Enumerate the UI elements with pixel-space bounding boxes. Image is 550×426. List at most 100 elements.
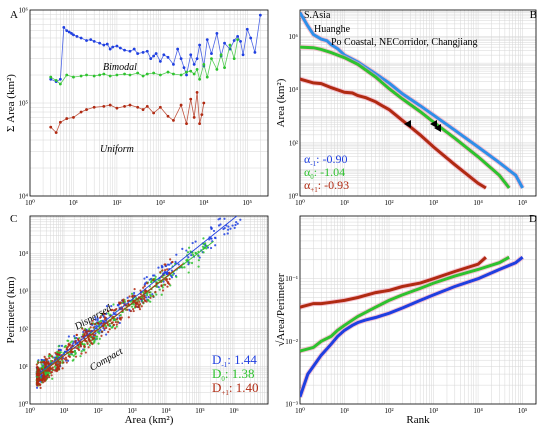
plot-frame — [299, 215, 537, 405]
scatter-point-red — [168, 271, 171, 274]
scatter-point-red — [115, 307, 118, 311]
scatter-point-red — [90, 342, 93, 345]
data-point-green — [85, 73, 88, 77]
data-point-blue — [245, 27, 249, 31]
scatter-point-blue — [210, 227, 213, 230]
data-point-blue — [215, 32, 219, 35]
scatter-point-red — [76, 337, 80, 341]
data-point-blue — [154, 52, 158, 55]
scatter-point-red — [56, 369, 59, 372]
x-tick-label: 10⁰ — [295, 199, 305, 207]
data-point-red — [128, 103, 132, 107]
scatter-point-red — [145, 300, 148, 303]
scatter-point-green — [188, 246, 191, 249]
scatter-point-red — [139, 289, 142, 292]
plot-series — [49, 13, 262, 135]
data-point-blue — [152, 54, 156, 58]
scatter-point-red — [83, 344, 86, 348]
scatter-point-blue — [151, 293, 154, 296]
scatter-point-red — [55, 353, 58, 356]
data-point-blue — [70, 32, 73, 35]
data-point-blue — [118, 46, 122, 50]
scatter-point-red — [164, 278, 168, 281]
x-tick-label: 10⁴ — [161, 407, 171, 415]
scatter-point-blue — [66, 359, 70, 362]
scatter-point-blue — [238, 206, 240, 208]
annotation-po-coastal: Po Coastal, NECorridor, Changjiang — [331, 37, 478, 48]
scatter-point-green — [186, 251, 190, 254]
scatter-point-red — [131, 294, 134, 297]
scatter-point-red — [46, 373, 49, 376]
scatter-point-green — [70, 353, 74, 356]
scatter-point-blue — [147, 295, 150, 299]
data-point-blue — [205, 38, 209, 42]
data-point-green — [145, 72, 149, 76]
panel-B: 10⁰ 10¹ 10² 10³ 10⁴ 10⁵ 10⁰ 10² 10⁴ 10⁶ Area (km²)… — [275, 9, 537, 207]
scatter-point-blue — [231, 216, 233, 217]
data-point-blue — [223, 41, 226, 45]
y-tick-label: 10⁴ — [19, 193, 29, 201]
marker-arrow — [404, 120, 411, 128]
scatter-point-red — [122, 300, 125, 303]
scatter-point-red — [84, 331, 87, 334]
scatter-point-red — [47, 376, 51, 379]
scatter-point-green — [155, 293, 158, 296]
data-point-red — [158, 105, 162, 109]
scatter-point-red — [159, 271, 162, 274]
scatter-point-red — [86, 342, 89, 345]
scatter-point-blue — [219, 223, 222, 226]
scatter-point-green — [160, 293, 163, 296]
data-point-blue — [176, 47, 180, 51]
scatter-point-red — [122, 298, 125, 301]
scatter-point-red — [54, 362, 57, 366]
scatter-point-red — [112, 323, 115, 327]
scatter-point-red — [149, 296, 152, 299]
scatter-point-blue — [110, 305, 113, 308]
data-point-blue — [166, 55, 170, 59]
scatter-point-red — [46, 358, 49, 361]
data-point-green — [198, 77, 202, 81]
legend-value: : 1.44 — [227, 352, 257, 367]
scatter-point-red — [169, 258, 172, 261]
scatter-point-green — [83, 348, 86, 351]
data-point-blue — [65, 29, 69, 33]
y-tick-label: 10² — [289, 139, 298, 147]
data-point-blue — [162, 53, 166, 57]
legend-subscript: -1 — [310, 160, 316, 168]
data-point-blue — [179, 57, 183, 61]
x-tick-label: 10¹ — [59, 407, 68, 415]
scatter-point-green — [147, 299, 150, 302]
series-line-red — [300, 77, 487, 190]
data-point-blue — [182, 66, 186, 70]
y-tick-label: 10⁻² — [285, 338, 298, 346]
data-point-green — [65, 73, 69, 77]
scatter-point-blue — [59, 349, 62, 352]
scatter-point-blue — [226, 228, 230, 231]
scatter-point-blue — [60, 344, 64, 347]
data-point-red — [136, 105, 140, 109]
scatter-point-red — [90, 322, 93, 325]
scatter-point-green — [95, 335, 98, 338]
scatter-point-red — [107, 330, 110, 334]
scatter-point-green — [97, 342, 100, 345]
scatter-point-red — [103, 318, 106, 321]
scatter-point-red — [50, 367, 53, 370]
scatter-point-blue — [99, 328, 102, 332]
scatter-point-red — [93, 334, 97, 337]
scatter-point-red — [39, 361, 43, 364]
data-point-green — [195, 67, 199, 71]
scatter-point-blue — [174, 260, 177, 263]
scatter-point-green — [74, 352, 77, 356]
series-line-blue — [300, 11, 524, 189]
x-tick-label: 10⁵ — [243, 199, 253, 207]
data-point-red — [189, 97, 193, 101]
data-point-blue — [185, 73, 188, 77]
legend-entry-blue: D-1: 1.44 — [212, 352, 257, 369]
annotation-huanghe: Huanghe — [314, 24, 351, 35]
marker-arrow — [434, 124, 441, 132]
data-point-red — [172, 118, 175, 122]
x-tick-label: 10⁴ — [199, 199, 209, 207]
scatter-point-red — [138, 308, 142, 311]
legend-symbol: α — [304, 178, 311, 192]
data-point-green — [108, 74, 112, 78]
